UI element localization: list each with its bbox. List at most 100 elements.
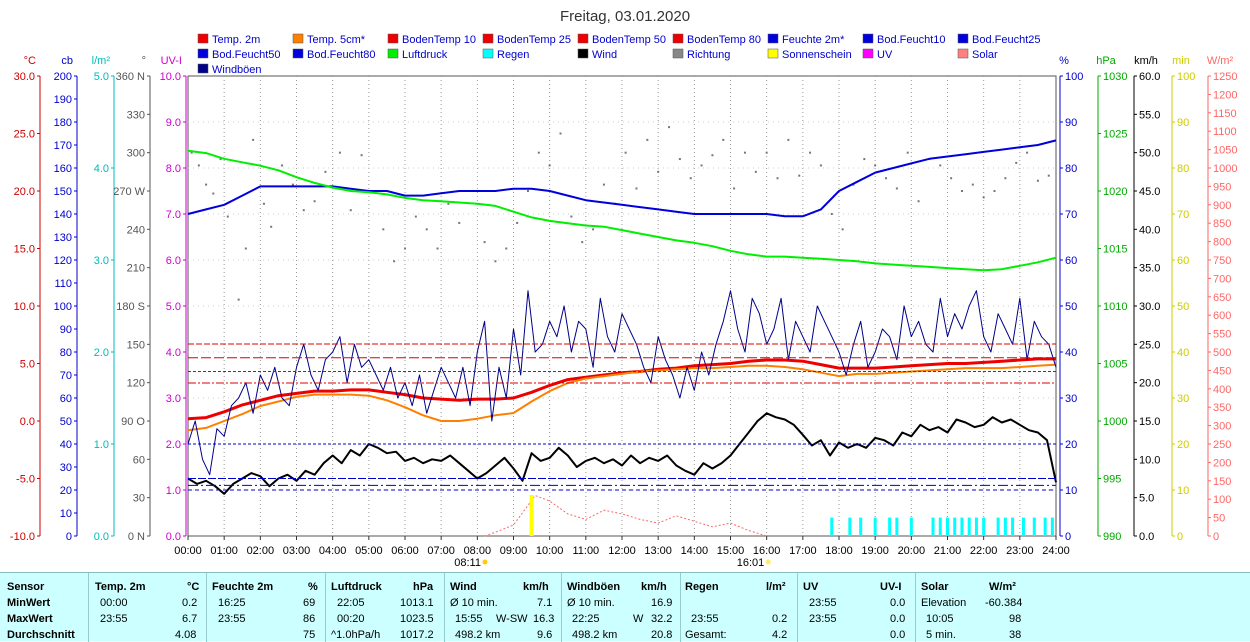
direction-point	[270, 225, 273, 228]
stats-avg-wind: 9.6	[537, 629, 553, 641]
direction-axis-tick-label: 30	[133, 493, 145, 505]
stats-min-hum: 69	[303, 597, 316, 609]
wind-axis-tick-label: 25.0	[1139, 339, 1160, 351]
wind-axis-tick-label: 45.0	[1139, 186, 1160, 198]
direction-point	[212, 192, 215, 195]
stats-avg-gust-dist: 498.2 km	[572, 629, 618, 641]
series-luftdruck	[187, 149, 1057, 272]
direction-point	[917, 200, 920, 203]
solar-axis-tick-label: 200	[1213, 457, 1231, 469]
stats-max-rain: 0.2	[772, 613, 788, 625]
legend-label: Windböen	[212, 64, 262, 76]
legend-label: BodenTemp 80	[687, 34, 761, 46]
x-axis-tick-label: 01:00	[210, 545, 238, 557]
solar-axis-tick-label: 350	[1213, 402, 1231, 414]
stats-header-wind-unit: km/h	[523, 581, 549, 593]
wind-axis-tick-label: 20.0	[1139, 378, 1160, 390]
cb-axis-tick-label: 100	[54, 301, 72, 313]
pressure-axis-tick-label: 1020	[1103, 186, 1127, 198]
direction-point	[404, 247, 406, 250]
wind-axis-tick-label: 5.0	[1139, 493, 1154, 505]
direction-point	[505, 247, 508, 250]
direction-point	[483, 241, 486, 244]
wind-axis-tick-label: 40.0	[1139, 224, 1160, 236]
rain-bar	[830, 517, 834, 536]
sunrise-label: 08:11	[454, 557, 481, 569]
solar-axis-tick-label: 650	[1213, 292, 1231, 304]
stats-max-gust-time: 22:25	[572, 613, 600, 625]
wind-axis-tick-label: 30.0	[1139, 301, 1160, 313]
stats-max-label: MaxWert	[7, 613, 53, 625]
stats-avg-label: Durchschnitt	[7, 629, 75, 641]
legend-swatch	[197, 63, 209, 74]
divider	[797, 573, 798, 642]
stats-min-gust: 16.9	[651, 597, 673, 609]
direction-point	[302, 209, 305, 212]
direction-point	[830, 213, 833, 215]
stats-max-press: 1023.5	[400, 613, 434, 625]
cb-axis-tick-label: 60	[60, 393, 72, 405]
stats-max-gust-dir: W	[633, 613, 644, 625]
direction-point	[494, 260, 497, 263]
stats-header-gust: Windböen	[567, 581, 621, 593]
direction-point	[950, 177, 953, 180]
direction-point	[939, 164, 942, 167]
x-axis-tick-label: 24:00	[1042, 545, 1070, 557]
divider	[206, 573, 207, 642]
stats-min-solar-note: Elevation	[921, 597, 967, 609]
stats-avg-rain-note: Gesamt:	[685, 629, 727, 641]
rain-axis-tick-label: 4.0	[94, 163, 109, 175]
direction-point	[447, 202, 450, 205]
direction-point	[338, 151, 341, 154]
legend-label: UV	[877, 49, 893, 61]
series-wind	[187, 412, 1057, 495]
legend-label: Wind	[592, 49, 617, 61]
direction-point	[226, 215, 229, 218]
cb-axis-tick-label: 10	[60, 508, 72, 520]
cb-axis-tick-label: 190	[54, 94, 72, 106]
rain-axis-tick-label: 1.0	[94, 439, 109, 451]
sun-axis-tick-label: 10	[1177, 485, 1189, 497]
cb-axis-tick-label: 70	[60, 370, 72, 382]
direction-point	[458, 221, 461, 224]
x-axis-tick-label: 04:00	[319, 545, 347, 557]
direction-point	[754, 170, 757, 173]
wind-axis-tick-label: 0.0	[1139, 531, 1154, 543]
x-axis-tick-label: 08:00	[464, 545, 492, 557]
uv-axis-unit: UV-I	[161, 55, 182, 67]
direction-point	[906, 151, 909, 154]
legend-swatch	[672, 33, 684, 44]
direction-axis-tick-label: 180 S	[116, 301, 145, 313]
rain-bar	[982, 517, 986, 536]
cb-axis-tick-label: 120	[54, 255, 72, 267]
direction-axis-tick-label: 60	[133, 454, 145, 466]
solar-axis-tick-label: 1250	[1213, 71, 1237, 83]
x-axis-tick-label: 00:00	[174, 545, 202, 557]
rain-bar	[946, 517, 949, 536]
stats-header-humidity: Feuchte 2m	[212, 581, 274, 593]
direction-point	[349, 209, 352, 212]
stats-min-label: MinWert	[7, 597, 51, 609]
sunrise-icon	[482, 559, 488, 565]
direction-point	[291, 183, 294, 186]
uv-axis-tick-label: 10.0	[160, 71, 181, 83]
stats-max-rain-time: 23:55	[691, 613, 719, 625]
uv-axis-tick-label: 9.0	[166, 117, 181, 129]
cb-axis-tick-label: 20	[60, 485, 72, 497]
direction-point	[809, 151, 812, 154]
direction-point	[678, 158, 681, 161]
cb-axis-tick-label: 160	[54, 163, 72, 175]
direction-point	[1004, 177, 1007, 180]
direction-point	[646, 138, 649, 141]
stats-max-wind: 16.3	[533, 613, 555, 625]
solar-axis-tick-label: 450	[1213, 365, 1231, 377]
stats-avg-solar: 38	[1009, 629, 1022, 641]
cb-axis-tick-label: 50	[60, 416, 72, 428]
solar-axis-tick-label: 700	[1213, 273, 1231, 285]
rain-bar	[996, 517, 1000, 536]
direction-point	[733, 187, 736, 190]
pressure-axis-tick-label: 990	[1103, 531, 1121, 543]
stats-header-rain-unit: l/m²	[766, 581, 786, 593]
legend-swatch	[862, 48, 874, 59]
legend-swatch	[957, 48, 969, 59]
